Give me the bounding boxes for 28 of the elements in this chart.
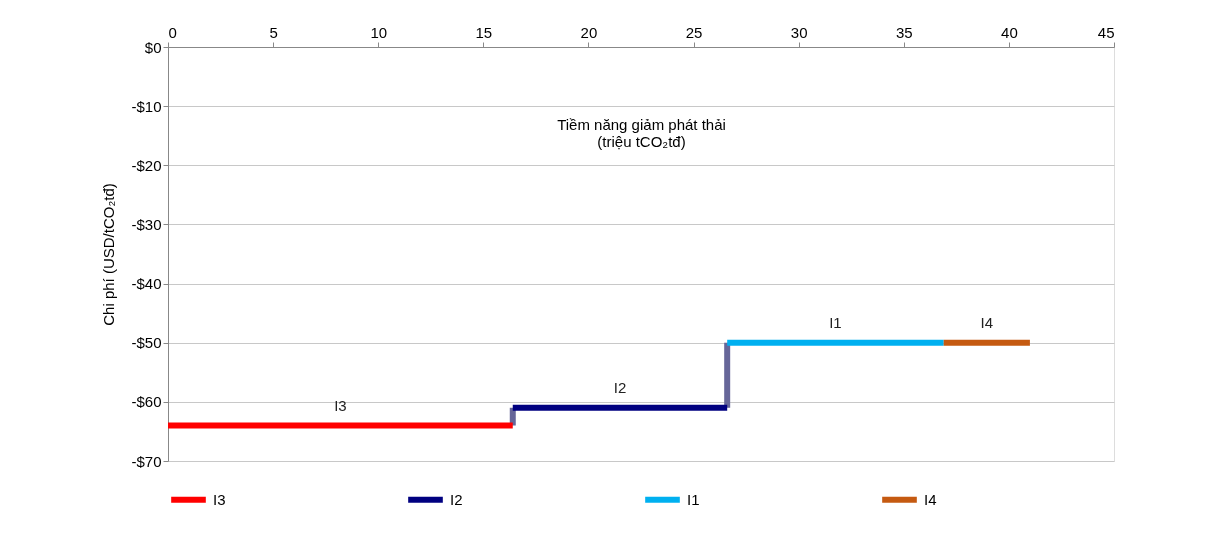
y-tick-label: $0 — [144, 38, 162, 56]
y-tick-label: -$70 — [131, 452, 162, 470]
legend-label: I2 — [450, 490, 463, 508]
y-tick-label: -$50 — [131, 334, 162, 352]
x-tick-label: 5 — [269, 23, 278, 41]
y-tick-label: -$20 — [131, 156, 162, 174]
y-tick-label: -$10 — [131, 97, 162, 115]
y-axis-title: Chi phí (USD/tCO₂tđ) — [100, 183, 118, 326]
legend-label: I3 — [213, 490, 226, 508]
y-tick-label: -$30 — [131, 215, 162, 233]
y-tick-label: -$40 — [131, 275, 162, 293]
annotation: I2 — [613, 378, 627, 396]
annotation: I4 — [980, 313, 994, 331]
x-tick-label: 15 — [475, 23, 493, 41]
x-tick-label: 20 — [580, 23, 598, 41]
x-tick-label: 35 — [895, 23, 913, 41]
x-tick-label: 40 — [1001, 23, 1018, 41]
y-tick-label: -$60 — [131, 393, 162, 411]
x-tick-label: 25 — [685, 23, 703, 41]
x-axis-title: Tiềm năng giảm phát thải (triệu tCO₂tđ) — [557, 115, 726, 150]
legend-label: I4 — [924, 490, 937, 508]
annotation: I1 — [829, 313, 842, 331]
x-tick-label: 10 — [370, 23, 388, 41]
legend-label: I1 — [687, 490, 700, 508]
x-tick-label: 0 — [168, 23, 177, 41]
annotation: I3 — [334, 396, 347, 414]
x-tick-label: 45 — [1097, 23, 1115, 41]
x-tick-label: 30 — [790, 23, 808, 41]
